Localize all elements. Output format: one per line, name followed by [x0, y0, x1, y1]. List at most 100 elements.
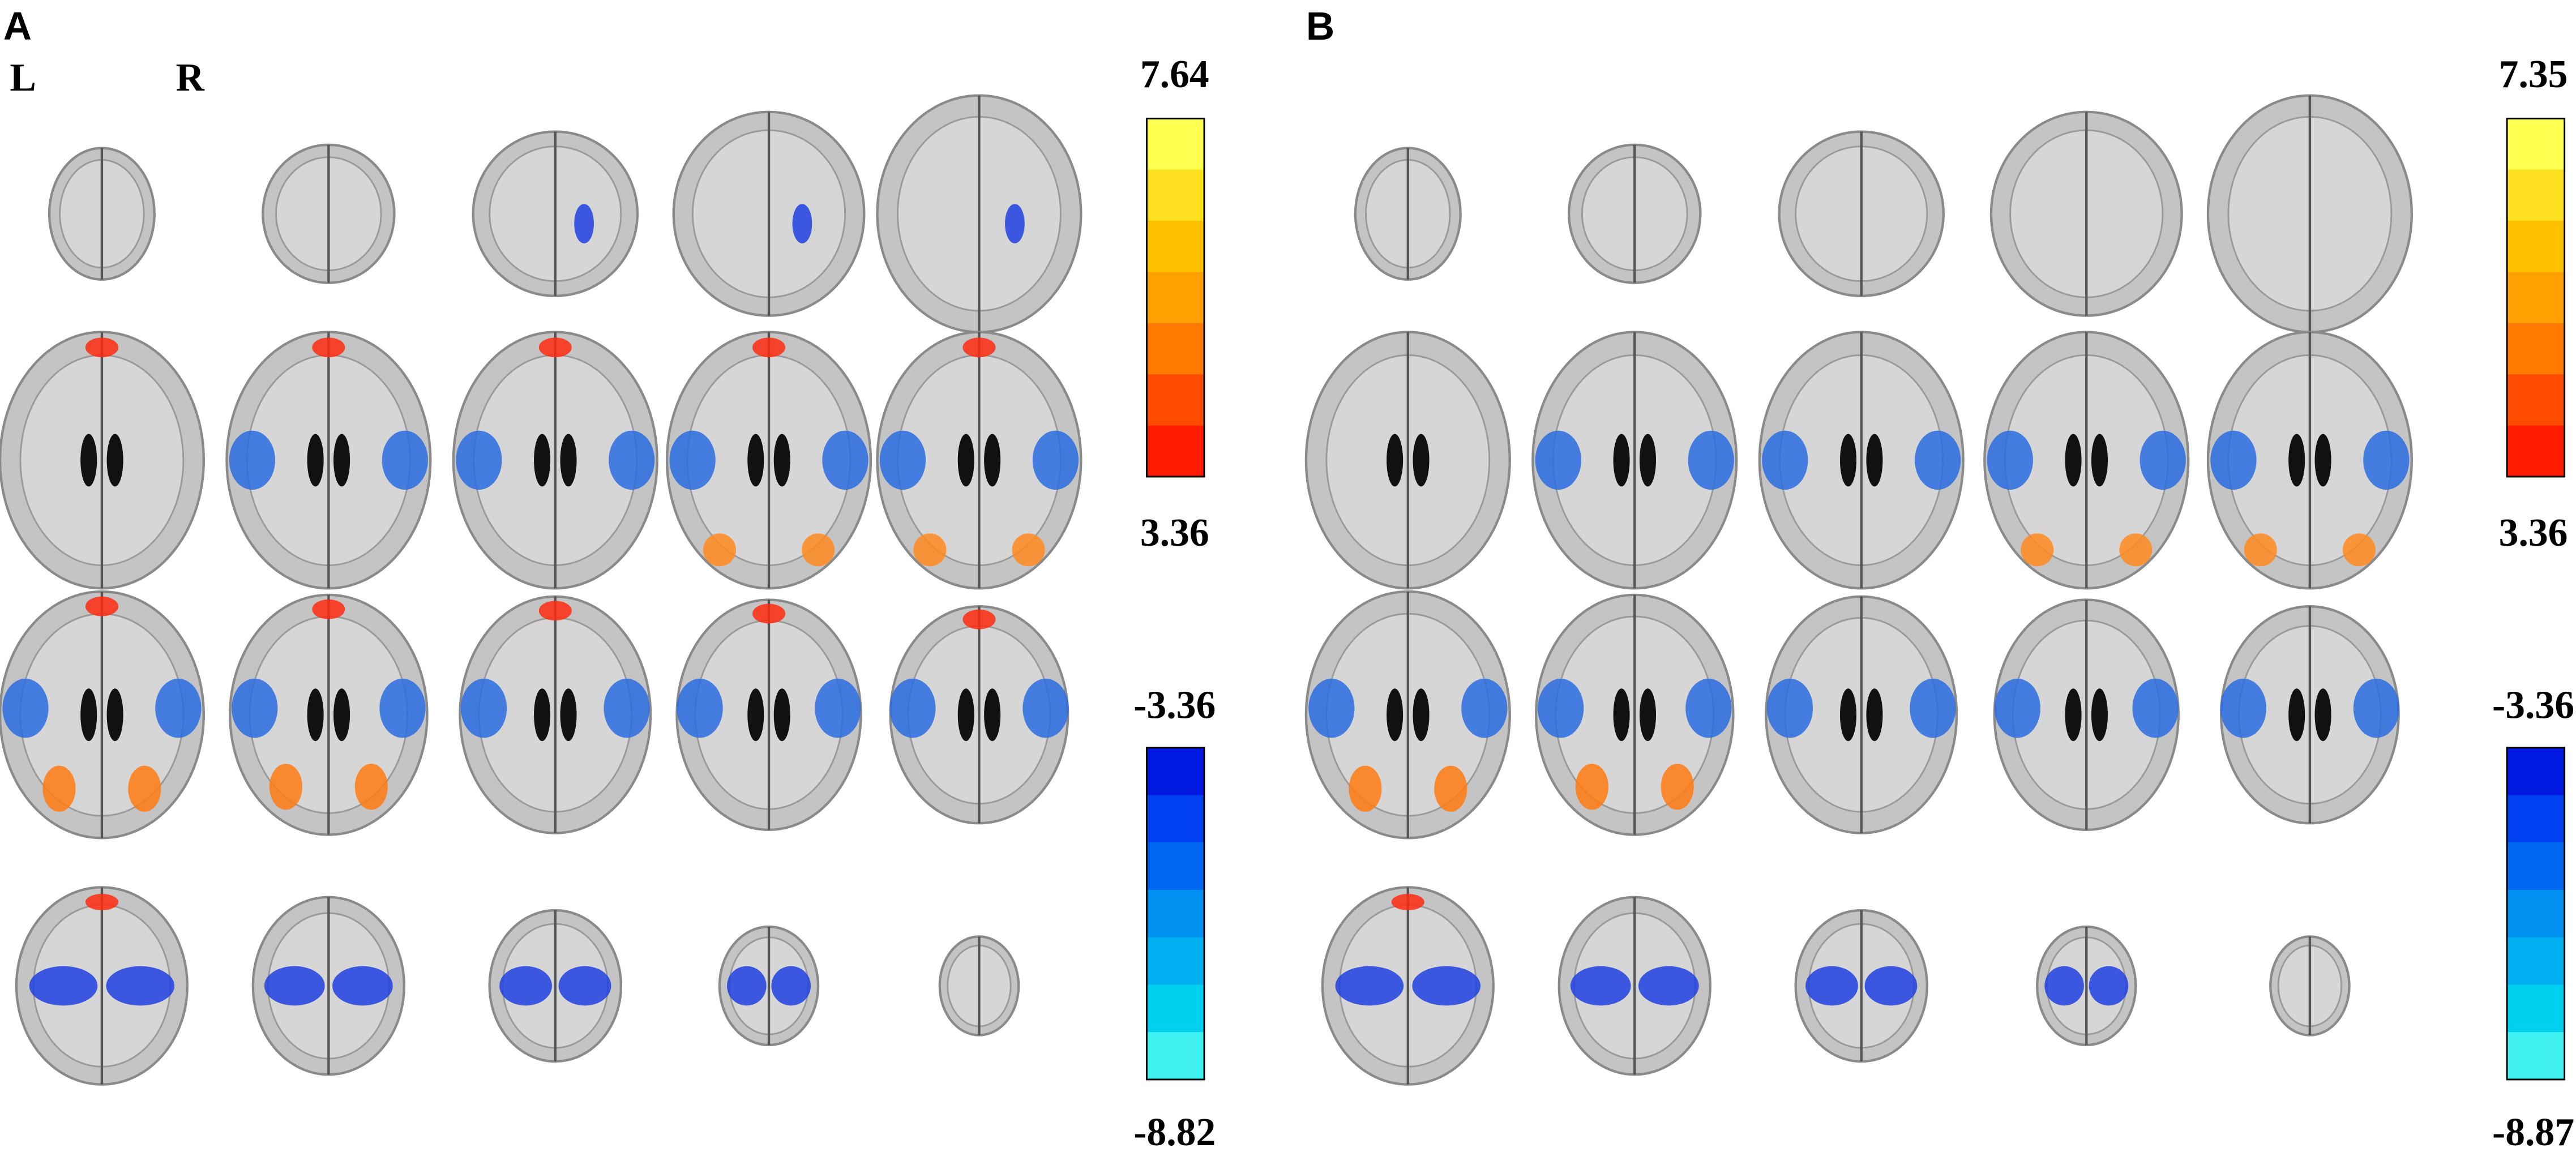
activation: [1910, 678, 1956, 738]
ventricle: [80, 434, 97, 487]
activation: [538, 337, 572, 358]
activation: [771, 966, 811, 1006]
activation: [1766, 678, 1813, 738]
colorbar-band: [2507, 118, 2565, 171]
brain-slice: [2220, 605, 2400, 825]
activation: [312, 337, 345, 358]
colorbar-band: [1146, 221, 1205, 273]
activation: [354, 764, 388, 810]
ventricle: [534, 688, 551, 742]
orientation-left: L: [10, 56, 36, 100]
activation: [128, 765, 161, 812]
ventricle: [106, 434, 123, 487]
activation: [2021, 533, 2054, 567]
colorbar-band: [2507, 937, 2565, 986]
colorbar-band: [2507, 795, 2565, 843]
ventricle: [984, 434, 1001, 487]
panel-label: B: [1306, 4, 1334, 48]
ventricle: [2314, 434, 2331, 487]
activation: [889, 678, 936, 738]
brain-slice: [876, 94, 1082, 333]
activation: [1308, 678, 1355, 738]
colorbar-label: -3.36: [1133, 684, 1216, 727]
ventricle: [957, 688, 974, 742]
ventricle: [773, 688, 790, 742]
activation: [1412, 966, 1481, 1006]
brain-slice: [459, 595, 652, 834]
brain-slice: [452, 331, 658, 590]
activation: [499, 966, 552, 1006]
ventricle: [1413, 434, 1430, 487]
colorbar-band: [1146, 842, 1205, 891]
ventricle: [957, 434, 974, 487]
activation: [42, 765, 76, 812]
activation: [460, 678, 507, 738]
brain-slice: [229, 593, 429, 836]
brain-slice: [2206, 331, 2413, 590]
activation: [703, 533, 736, 567]
colorbar-label: -8.82: [1133, 1111, 1216, 1152]
brain-slice: [262, 143, 396, 284]
activation: [727, 966, 767, 1006]
ventricle: [307, 688, 324, 742]
ventricle: [1387, 434, 1403, 487]
ventricle: [984, 688, 1001, 742]
ventricle: [2091, 688, 2108, 742]
ventricle: [1866, 434, 1883, 487]
ventricle: [534, 434, 551, 487]
brain-slice: [1758, 331, 1965, 590]
brain-slice: [1983, 331, 2190, 590]
activation: [1994, 678, 2041, 738]
brain-slice: [1304, 590, 1511, 840]
activation: [456, 430, 502, 490]
activation: [1349, 765, 1382, 812]
activation: [379, 678, 426, 738]
activation: [822, 430, 868, 490]
orientation-right: R: [176, 56, 204, 100]
activation: [2244, 533, 2277, 567]
colorbar-band: [1146, 795, 1205, 843]
colorbar-band: [2507, 374, 2565, 427]
colorbar-band: [1146, 272, 1205, 324]
activation: [1987, 430, 2033, 490]
colorbar-band: [2507, 984, 2565, 1033]
colorbar-band: [2507, 221, 2565, 273]
activation: [677, 678, 723, 738]
brain-slice: [876, 331, 1082, 590]
activation: [1864, 966, 1918, 1006]
activation: [2119, 533, 2153, 567]
colorbar-frame: [2506, 747, 2566, 1081]
ventricle: [1639, 688, 1656, 742]
activation: [574, 204, 594, 243]
colorbar-band: [2507, 889, 2565, 939]
ventricle: [560, 434, 577, 487]
brain-slice: [488, 909, 623, 1063]
colorbar-band: [2507, 272, 2565, 324]
brain-slice: [0, 590, 205, 840]
colorbar-band: [2507, 747, 2565, 796]
activation: [1022, 678, 1069, 738]
activation: [382, 430, 428, 490]
colorbar-band: [2507, 425, 2565, 478]
ventricle: [2091, 434, 2108, 487]
colorbar-band: [2507, 842, 2565, 891]
panel-label: A: [3, 4, 32, 48]
ventricle: [560, 688, 577, 742]
ventricle: [333, 688, 350, 742]
brain-slice: [665, 331, 872, 590]
colorbars: 7.64 3.36 -3.36 -8.82 7.35 3.36 -3.36 -8.87: [1133, 53, 2574, 1152]
ventricle: [2288, 688, 2305, 742]
activation: [85, 337, 118, 358]
activation: [913, 533, 947, 567]
brain-slice: [2206, 94, 2413, 333]
activation: [2220, 678, 2267, 738]
ventricle: [1840, 688, 1857, 742]
activation: [269, 764, 302, 810]
brain-slice: [1354, 147, 1462, 281]
ventricle: [747, 688, 764, 742]
colorbar-band: [1146, 374, 1205, 427]
activation: [558, 966, 611, 1006]
colorbar-band: [1146, 984, 1205, 1033]
